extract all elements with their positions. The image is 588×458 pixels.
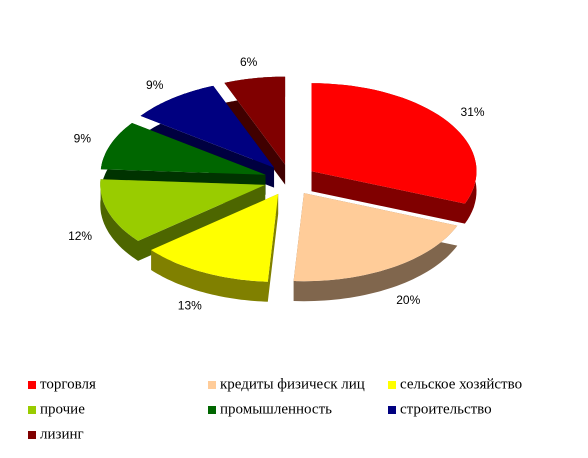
data-label: 6% [240,55,258,69]
slice [224,76,286,165]
legend-swatch [388,381,396,389]
legend-swatch [208,406,216,414]
legend-swatch [208,381,216,389]
legend-label: сельское хозяйство [400,376,522,392]
slice [100,179,266,241]
legend-label: торговля [40,376,96,392]
slice [311,83,477,204]
data-label: 9% [74,132,92,146]
data-label: 9% [146,78,164,92]
slice [293,193,458,282]
legend-label: промышленность [220,401,332,417]
slice [140,85,275,168]
data-label: 13% [178,299,202,313]
legend-label: кредиты физическ лиц [220,376,365,392]
legend-swatch [28,431,36,439]
data-label: 20% [396,293,420,307]
legend-label: лизинг [40,426,84,442]
slice [151,193,279,282]
legend-label: строительство [400,401,492,417]
data-label: 31% [461,105,485,119]
slice-side [224,76,286,185]
legend-swatch [388,406,396,414]
legend-swatch [28,381,36,389]
data-label: 12% [68,229,92,243]
legend-label: прочие [40,401,85,417]
legend-swatch [28,406,36,414]
slice [100,123,266,175]
